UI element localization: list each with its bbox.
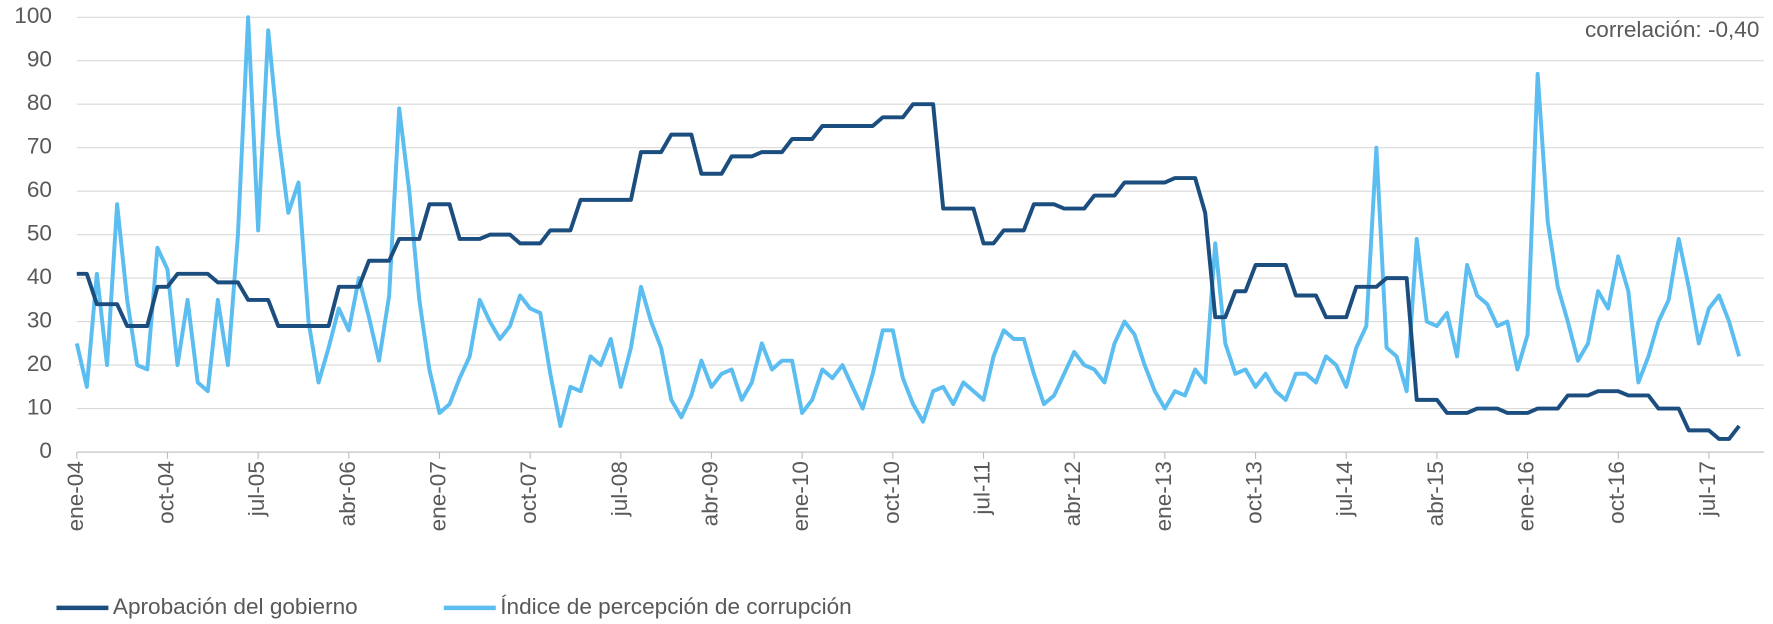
legend-label: Aprobación del gobierno xyxy=(113,594,358,619)
x-tick-label: oct-04 xyxy=(153,461,178,524)
x-tick-label: oct-13 xyxy=(1242,461,1267,524)
x-tick-label: ene-07 xyxy=(425,461,450,531)
x-tick-label: jul-14 xyxy=(1332,461,1357,517)
x-tick-label: oct-16 xyxy=(1604,461,1629,524)
y-tick-label: 30 xyxy=(27,308,52,333)
x-tick-label: ene-13 xyxy=(1151,461,1176,531)
x-tick-label: ene-04 xyxy=(63,461,88,531)
y-tick-label: 20 xyxy=(27,351,52,376)
line-series xyxy=(76,102,1741,441)
annotation: correlación: -0,40 xyxy=(1585,17,1759,42)
x-tick-label: jul-08 xyxy=(607,461,632,517)
y-tick-label: 80 xyxy=(27,90,52,115)
y-tick-label: 70 xyxy=(27,134,52,159)
x-tick-label: oct-07 xyxy=(516,461,541,524)
x-tick-label: abr-06 xyxy=(335,461,360,526)
x-tick-label: ene-16 xyxy=(1514,461,1539,531)
y-tick-label: 0 xyxy=(39,438,52,463)
y-tick-label: 10 xyxy=(27,395,52,420)
x-tick-label: abr-12 xyxy=(1060,461,1085,526)
x-tick-label: jul-17 xyxy=(1695,461,1720,517)
y-tick-label: 50 xyxy=(27,221,52,246)
line-series xyxy=(74,15,1742,428)
x-tick-label: abr-09 xyxy=(697,461,722,526)
x-tick-label: jul-05 xyxy=(244,461,269,517)
y-tick-label: 90 xyxy=(27,47,52,72)
y-tick-label: 100 xyxy=(14,3,52,28)
legend-label: Índice de percepción de corrupción xyxy=(500,594,851,619)
x-tick-label: jul-11 xyxy=(969,461,994,516)
x-tick-label: ene-10 xyxy=(788,461,813,531)
x-tick-label: oct-10 xyxy=(879,461,904,524)
y-tick-label: 60 xyxy=(27,177,52,202)
y-tick-label: 40 xyxy=(27,264,52,289)
x-tick-label: abr-15 xyxy=(1423,461,1448,526)
